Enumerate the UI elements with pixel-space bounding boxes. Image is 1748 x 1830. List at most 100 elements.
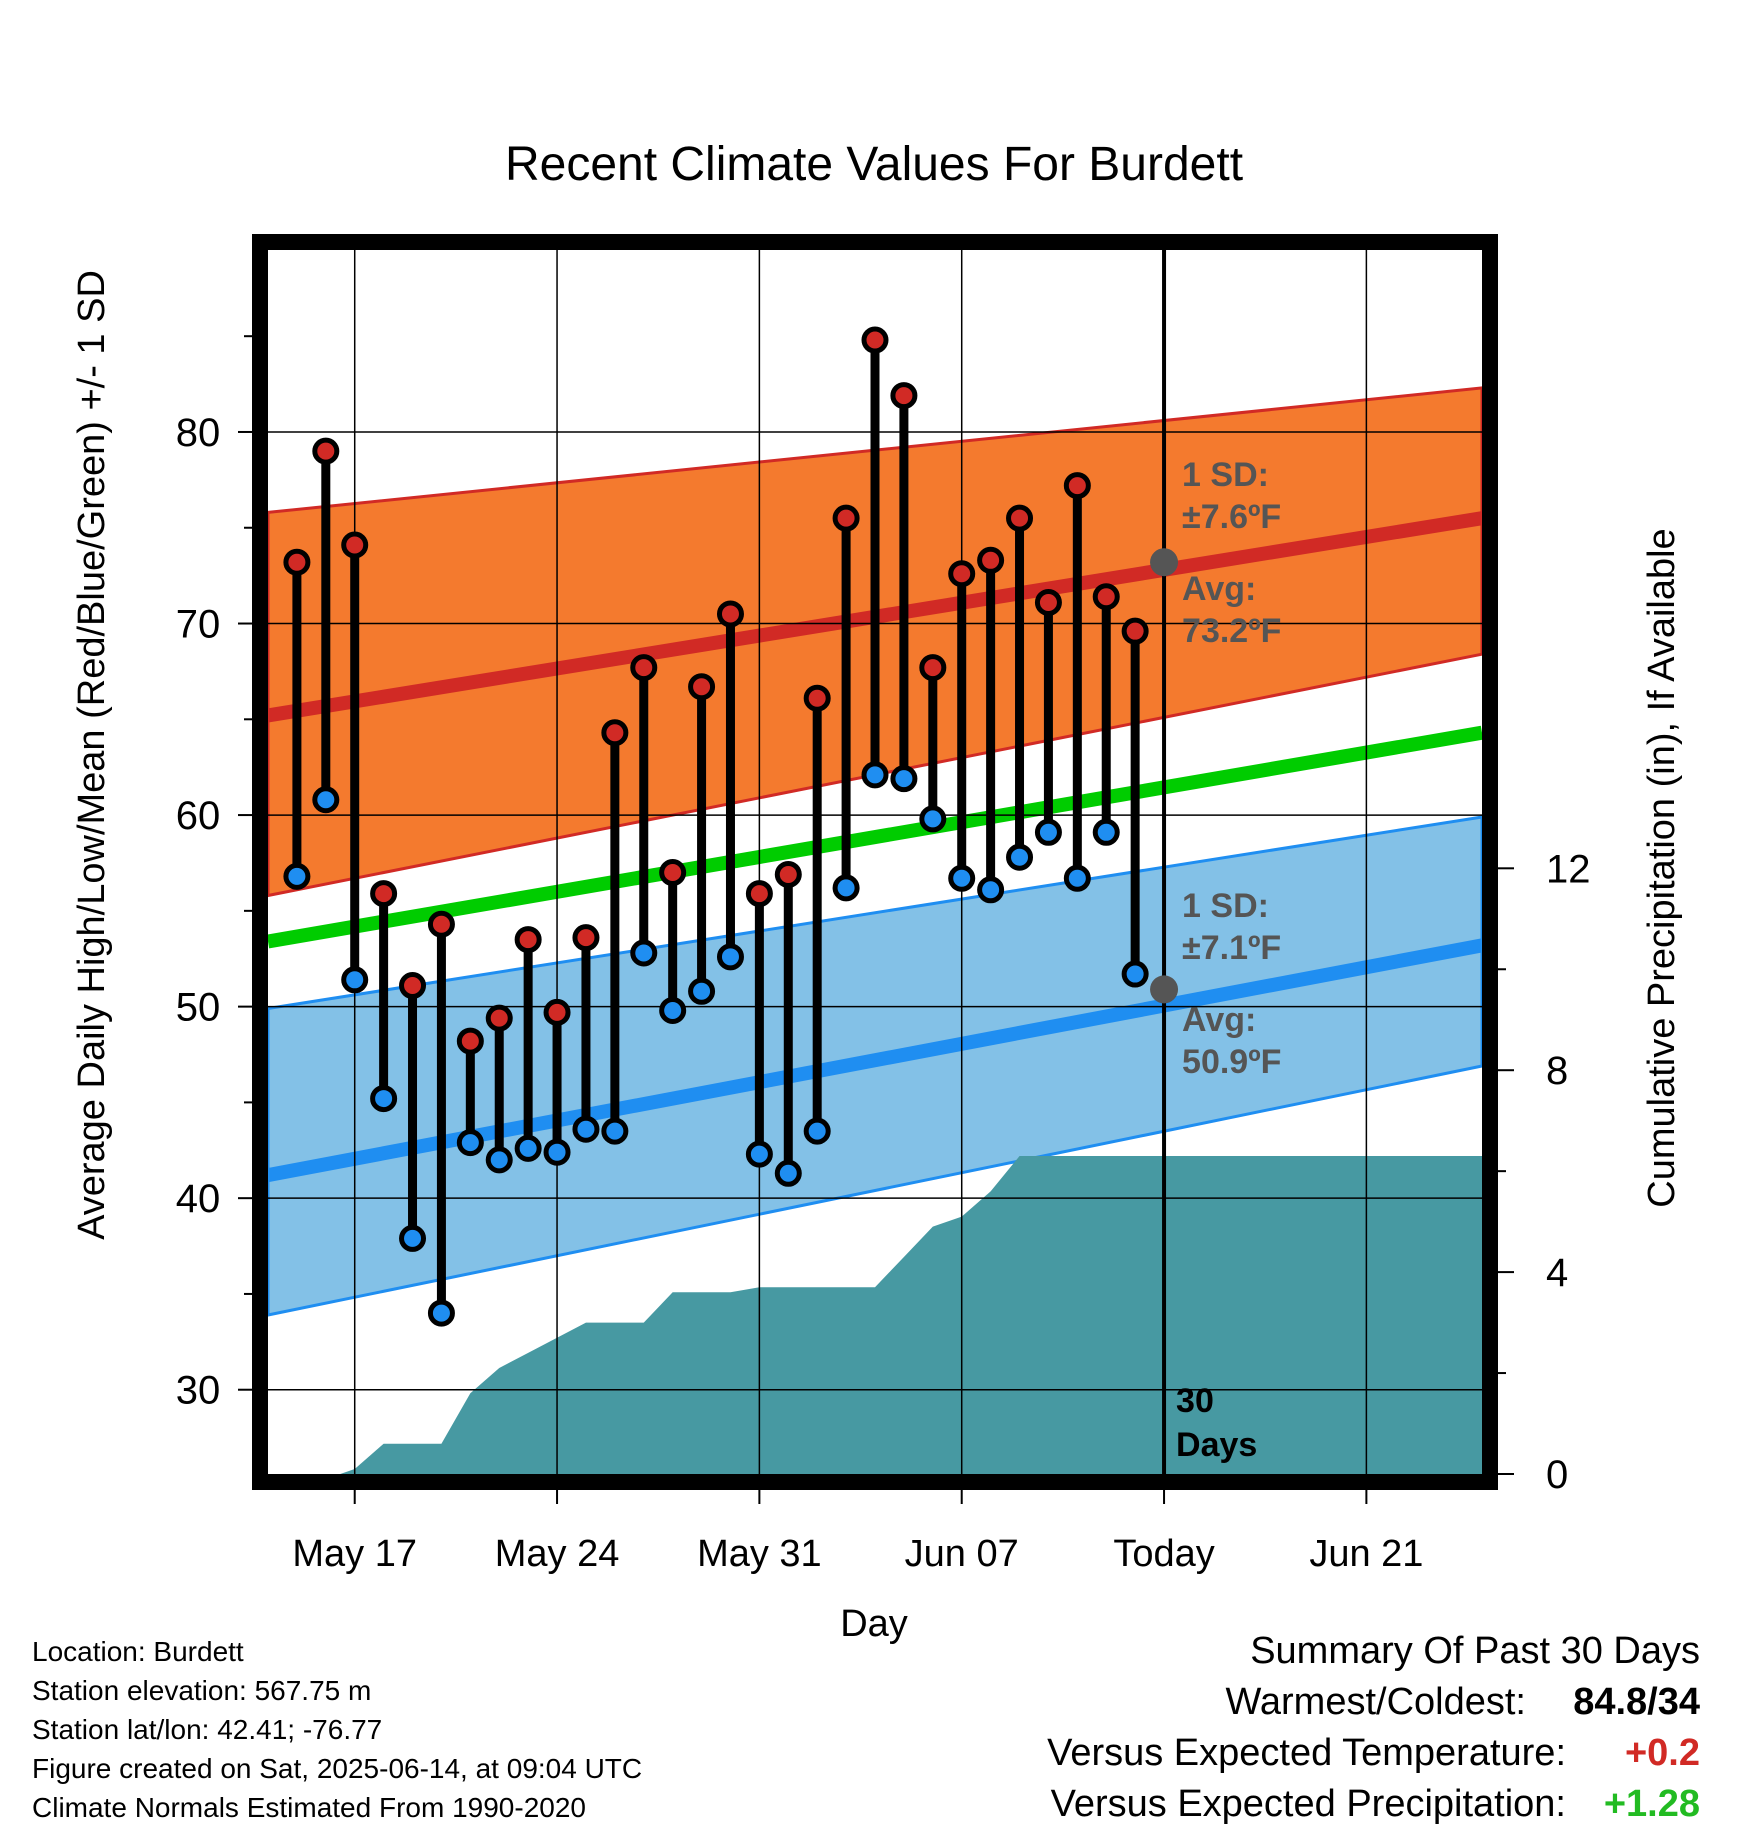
- daily-high-point: [1034, 588, 1062, 616]
- daily-low-point: [283, 862, 311, 890]
- warmest-value: 84.8/34: [1573, 1681, 1700, 1723]
- x-tick-label: Jun 21: [1309, 1533, 1423, 1575]
- daily-low-point: [514, 1134, 542, 1162]
- warmest-label: Warmest/Coldest:: [1225, 1681, 1526, 1723]
- x-tick-label: May 24: [495, 1533, 620, 1575]
- y-tick-label: 80: [176, 411, 221, 455]
- daily-high-point: [688, 673, 716, 701]
- today-high-avg-marker: [1150, 548, 1179, 577]
- daily-high-point: [1092, 583, 1120, 611]
- daily-low-point: [485, 1146, 513, 1174]
- daily-low-point: [456, 1129, 484, 1157]
- y-tick-label: 40: [176, 1177, 221, 1221]
- daily-low-point: [803, 1117, 831, 1145]
- mean-avg-line: [266, 725, 1484, 949]
- daily-low-point: [948, 864, 976, 892]
- daily-high-point: [659, 859, 687, 887]
- location-text: Location: Burdett: [32, 1636, 244, 1667]
- daily-high-point: [1006, 504, 1034, 532]
- temp-row: Versus Expected Temperature: +0.2: [1047, 1728, 1700, 1779]
- precip-value: +1.28: [1603, 1783, 1700, 1825]
- daily-high-point: [919, 654, 947, 682]
- daily-low-point: [630, 939, 658, 967]
- daily-low-point: [832, 874, 860, 902]
- daily-low-point: [572, 1115, 600, 1143]
- plot-frame: [252, 234, 1498, 1490]
- daily-low-point: [659, 996, 687, 1024]
- daily-high-point: [283, 548, 311, 576]
- low-avg-label: Avg:: [1182, 1001, 1256, 1039]
- y2-axis-label: Cumulative Precipitation (in), If Availa…: [1641, 528, 1683, 1207]
- x-tick-label: Jun 07: [905, 1533, 1019, 1575]
- low-sd-label: 1 SD:: [1182, 887, 1269, 925]
- station-info: Location: Burdett Station elevation: 567…: [32, 1632, 642, 1827]
- daily-low-point: [370, 1085, 398, 1113]
- daily-high-point: [543, 998, 571, 1026]
- daily-high-point: [485, 1004, 513, 1032]
- y2-tick-label: 8: [1546, 1049, 1568, 1093]
- y2-tick-label: 4: [1546, 1251, 1568, 1295]
- daily-low-point: [1121, 960, 1149, 988]
- plot-area: 1 SD: ±7.6ºF Avg: 73.2ºF 1 SD: ±7.1ºF Avg: 50.9…: [176, 234, 1591, 1575]
- daily-high-point: [890, 382, 918, 410]
- daily-high-point: [601, 719, 629, 747]
- chart-title: Recent Climate Values For Burdett: [505, 138, 1243, 191]
- daily-low-point: [1006, 843, 1034, 871]
- x-axis-label: Day: [840, 1603, 908, 1645]
- elevation-text: Station elevation: 567.75 m: [32, 1675, 372, 1706]
- daily-low-point: [312, 786, 340, 814]
- daily-high-point: [572, 924, 600, 952]
- daily-low-point: [341, 966, 369, 994]
- daily-high-point: [514, 926, 542, 954]
- warmest-row: Warmest/Coldest: 84.8/34: [1047, 1677, 1700, 1728]
- daily-low-point: [688, 977, 716, 1005]
- days-count-label: 30: [1176, 1382, 1214, 1420]
- high-avg-value: 73.2ºF: [1182, 612, 1281, 650]
- summary-heading: Summary Of Past 30 Days: [1250, 1630, 1700, 1672]
- high-avg-label: Avg:: [1182, 570, 1256, 608]
- days-label: Days: [1176, 1426, 1257, 1464]
- daily-low-point: [890, 765, 918, 793]
- summary-panel: Summary Of Past 30 Days Warmest/Coldest:…: [1047, 1626, 1700, 1830]
- daily-low-point: [774, 1159, 802, 1187]
- x-tick-label: Today: [1113, 1533, 1214, 1575]
- daily-high-point: [861, 326, 889, 354]
- precipitation-area: [268, 1156, 1482, 1474]
- daily-high-point: [716, 600, 744, 628]
- daily-low-point: [543, 1138, 571, 1166]
- daily-high-point: [630, 654, 658, 682]
- daily-high-point: [312, 437, 340, 465]
- daily-high-point: [399, 972, 427, 1000]
- daily-high-point: [427, 910, 455, 938]
- y2-tick-label: 0: [1546, 1453, 1568, 1497]
- low-sd-value: ±7.1ºF: [1182, 929, 1281, 967]
- daily-low-point: [1034, 818, 1062, 846]
- x-tick-label: May 17: [292, 1533, 417, 1575]
- daily-low-point: [861, 761, 889, 789]
- daily-high-point: [745, 880, 773, 908]
- daily-high-point: [1063, 472, 1091, 500]
- precip-label: Versus Expected Precipitation:: [1050, 1783, 1566, 1825]
- y-tick-label: 70: [176, 603, 221, 647]
- daily-low-point: [601, 1117, 629, 1145]
- daily-low-point: [977, 876, 1005, 904]
- daily-low-point: [399, 1224, 427, 1252]
- created-text: Figure created on Sat, 2025-06-14, at 09…: [32, 1753, 643, 1784]
- daily-high-point: [803, 684, 831, 712]
- daily-high-point: [1121, 617, 1149, 645]
- latlon-text: Station lat/lon: 42.41; -76.77: [32, 1714, 383, 1745]
- daily-low-point: [745, 1140, 773, 1168]
- daily-high-point: [774, 860, 802, 888]
- daily-high-point: [456, 1027, 484, 1055]
- low-avg-value: 50.9ºF: [1182, 1043, 1281, 1081]
- x-tick-label: May 31: [697, 1533, 822, 1575]
- daily-high-point: [832, 504, 860, 532]
- temp-value: +0.2: [1624, 1732, 1700, 1774]
- high-sd-value: ±7.6ºF: [1182, 498, 1281, 536]
- daily-high-point: [977, 546, 1005, 574]
- precip-row: Versus Expected Precipitation: +1.28: [1047, 1779, 1700, 1830]
- daily-low-point: [1092, 818, 1120, 846]
- y-tick-label: 50: [176, 986, 221, 1030]
- daily-high-point: [948, 560, 976, 588]
